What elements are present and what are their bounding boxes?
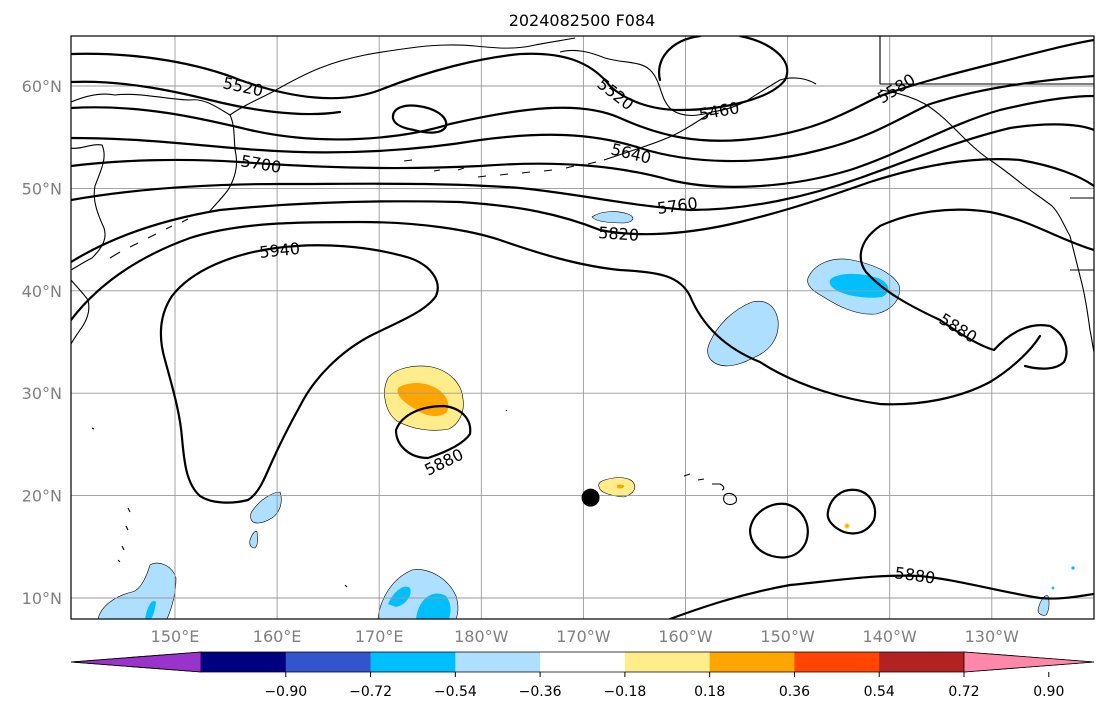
colorbar-tick-label: −0.18 — [603, 684, 646, 700]
contour-line-5460 — [678, 36, 789, 112]
height-contours — [71, 36, 1094, 619]
aleutian-islands — [403, 159, 597, 178]
kuril-islands — [109, 218, 189, 259]
contour-line-5520-north — [71, 52, 682, 112]
negative-anomaly-dot — [1071, 566, 1075, 570]
contour-line-5760 — [71, 123, 1094, 212]
hawaiian-islands — [683, 473, 737, 506]
contour-line-5880-west — [394, 404, 472, 460]
map-frame — [70, 35, 1095, 620]
siberia-coast — [229, 37, 576, 116]
colorbar-tick-label: 0.90 — [1033, 684, 1064, 700]
alaska-peninsula — [603, 111, 713, 161]
contour-label: 5820 — [598, 223, 640, 245]
colorbar-tick-label: −0.90 — [264, 684, 307, 700]
colorbar-cells — [70, 651, 1095, 673]
longitude-label: 150°E — [151, 627, 200, 646]
latitude-label: 10°N — [22, 589, 62, 608]
contour-line-5640-loop — [657, 36, 702, 82]
colorbar-cell — [201, 652, 287, 672]
negative-anomaly-core — [416, 593, 451, 619]
alaska-coast — [559, 49, 817, 117]
anomaly-shading — [97, 211, 1075, 619]
positive-anomaly-core — [617, 484, 625, 489]
colorbar-tick-label: 0.18 — [694, 684, 725, 700]
negative-anomaly-area — [707, 300, 779, 367]
coastlines — [71, 36, 1094, 588]
contour-line-5640 — [71, 74, 1094, 163]
colorbar-cell — [624, 652, 711, 672]
pacific-atolls — [91, 409, 508, 588]
colorbar-tick-label: −0.72 — [349, 684, 392, 700]
colorbar-ticks: −0.90 −0.72 −0.54 −0.36 −0.18 0.18 0.36 0.54 0.7… — [264, 672, 1064, 700]
colorbar-tick-label: −0.54 — [434, 684, 477, 700]
sakhalin-hokkaido-coast — [71, 144, 106, 271]
contour-line-5880-small — [391, 104, 448, 134]
contour-line-5880-ring-1 — [748, 502, 809, 559]
colorbar-extend-low — [70, 651, 202, 673]
map-title: 2024082500 F084 — [509, 11, 656, 30]
colorbar-extend-high — [963, 651, 1095, 673]
latitude-labels: 60°N 50°N 40°N 30°N 20°N 10°N — [22, 77, 62, 608]
contour-line-5820 — [71, 158, 1094, 264]
longitude-label: 160°E — [253, 627, 302, 646]
longitude-labels: 150°E 160°E 170°E 180°W 170°W 160°W 150°W 140°W… — [151, 627, 1019, 646]
contour-line-5880-south — [668, 574, 1094, 619]
positive-anomaly-core — [397, 382, 449, 417]
longitude-label: 150°W — [760, 627, 815, 646]
graticule — [71, 36, 1094, 619]
negative-anomaly-dot — [1051, 586, 1055, 590]
storm-center-marker — [581, 488, 600, 507]
contour-line-5940 — [159, 244, 439, 504]
map-area: 5520 5520 5460 5580 5700 5640 5760 5820 … — [71, 36, 1094, 619]
contour-line-5580 — [71, 38, 1094, 142]
colorbar-cell — [794, 652, 880, 672]
latitude-label: 40°N — [22, 282, 62, 301]
colorbar-tick-label: 0.72 — [948, 684, 979, 700]
colorbar-tick-label: 0.54 — [864, 684, 895, 700]
contour-line-5520-lower — [71, 80, 342, 116]
contour-line-5880-north — [71, 220, 1042, 406]
negative-anomaly-core — [145, 601, 156, 619]
longitude-label: 170°W — [556, 627, 611, 646]
contour-line-5700 — [71, 94, 1094, 188]
negative-anomaly-core — [388, 586, 411, 607]
colorbar: −0.90 −0.72 −0.54 −0.36 −0.18 0.18 0.36 0.54 0.7… — [70, 651, 1095, 700]
latitude-label: 60°N — [22, 77, 62, 96]
positive-anomaly-area — [598, 477, 636, 498]
negative-anomaly-area — [250, 491, 282, 524]
contour-line-5880-east — [859, 208, 1094, 370]
latitude-label: 30°N — [22, 384, 62, 403]
negative-anomaly-area — [591, 211, 634, 224]
colorbar-cell — [879, 652, 965, 672]
colorbar-cell — [540, 652, 626, 672]
colorbar-cell — [370, 652, 456, 672]
kamchatka-coast — [71, 93, 238, 213]
contour-label: 5940 — [258, 239, 300, 262]
positive-anomaly-dot — [843, 522, 851, 530]
latitude-label: 20°N — [22, 487, 62, 506]
longitude-label: 170°E — [355, 627, 404, 646]
negative-anomaly-area — [249, 531, 258, 549]
longitude-label: 130°W — [965, 627, 1020, 646]
us-west-coast — [1069, 235, 1094, 353]
longitude-label: 180°W — [454, 627, 509, 646]
colorbar-tick-label: 0.36 — [779, 684, 810, 700]
contour-line-5880-ring-2 — [826, 488, 877, 535]
latitude-label: 50°N — [22, 179, 62, 198]
colorbar-cell — [455, 652, 541, 672]
colorbar-cell — [709, 652, 795, 672]
longitude-label: 140°W — [863, 627, 918, 646]
colorbar-cell — [285, 652, 372, 672]
japan-coast — [71, 279, 90, 345]
longitude-label: 160°W — [658, 627, 713, 646]
colorbar-tick-label: −0.36 — [519, 684, 562, 700]
